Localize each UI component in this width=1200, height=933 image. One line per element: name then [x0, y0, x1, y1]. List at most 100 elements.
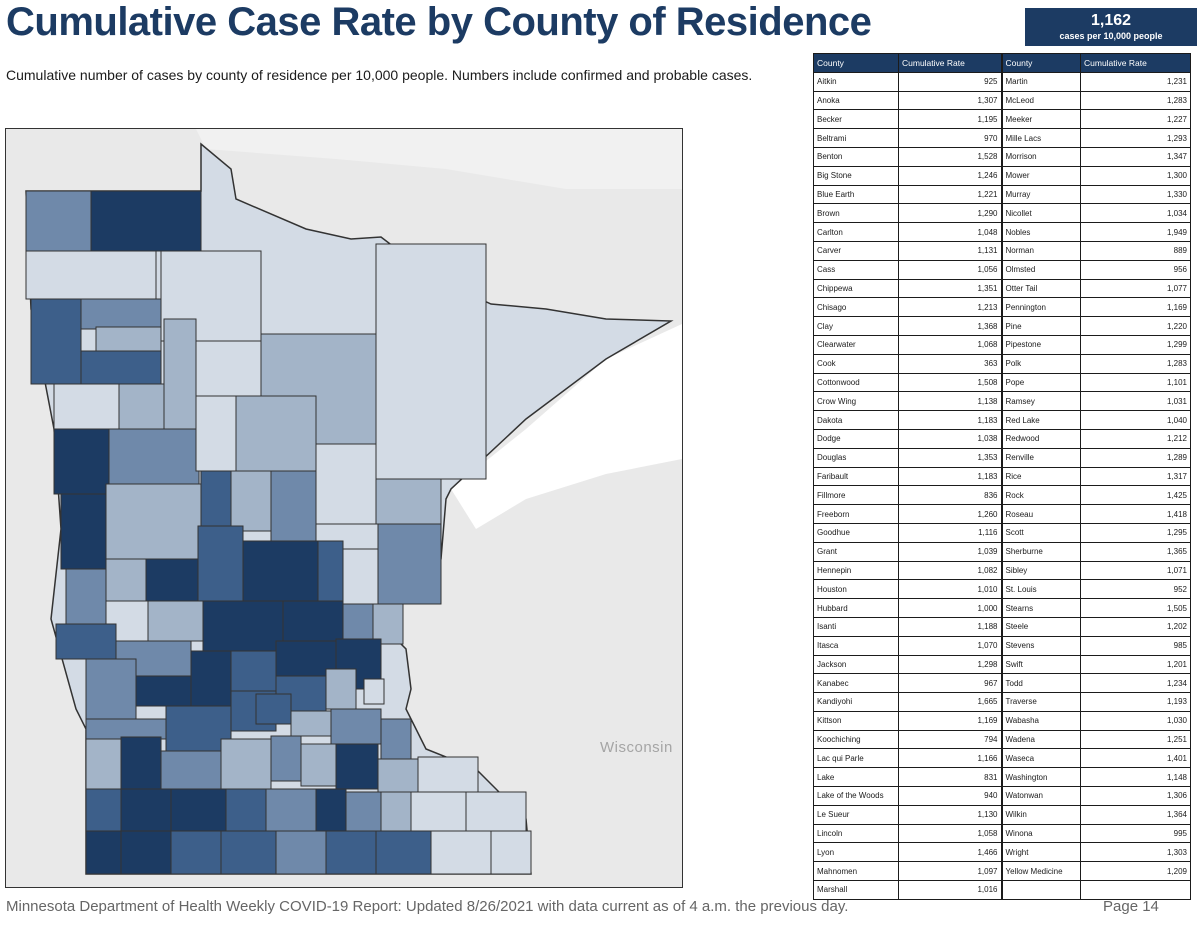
county-rate: 1,213	[898, 297, 1002, 318]
county-name: Ramsey	[1000, 391, 1081, 412]
table-row: Koochiching 794 Wadena 1,251	[813, 729, 1191, 750]
county-rate: 1,193	[1080, 692, 1191, 712]
county-name: Lyon	[813, 842, 899, 863]
county-name: Carver	[813, 240, 899, 261]
table-row: Beltrami 970 Mille Lacs 1,293	[813, 128, 1191, 148]
county-name: Pope	[1000, 372, 1081, 393]
table-body: Aitkin 925 Martin 1,231 Anoka 1,307 McLeod 1,28…	[813, 71, 1191, 900]
county-name: Washington	[1000, 767, 1081, 788]
table-row: Cook 363 Polk 1,283	[813, 353, 1191, 374]
county-rate: 1,368	[898, 316, 1002, 336]
county-rate: 1,071	[1080, 560, 1191, 581]
county-rate: 1,000	[898, 598, 1002, 618]
county-rate: 363	[898, 353, 1002, 374]
county-rate: 1,466	[898, 842, 1002, 863]
table-row: Lake of the Woods 940 Watonwan 1,306	[813, 786, 1191, 806]
page-title: Cumulative Case Rate by County of Reside…	[6, 0, 872, 44]
county-name: Hubbard	[813, 598, 899, 618]
county-rate: 1,303	[1080, 842, 1191, 863]
county-rate: 1,290	[898, 203, 1002, 224]
county-rate: 1,010	[898, 579, 1002, 600]
county-name: Faribault	[813, 466, 899, 487]
county-name: Cass	[813, 259, 899, 280]
county-name: Freeborn	[813, 504, 899, 524]
county-name: Sibley	[1000, 560, 1081, 581]
county-rate: 1,016	[898, 880, 1002, 900]
county-rate: 794	[898, 729, 1002, 750]
table-row: Fillmore 836 Rock 1,425	[813, 485, 1191, 506]
statewide-rate-caption: cases per 10,000 people	[1059, 31, 1163, 41]
county-rate: 1,183	[898, 410, 1002, 430]
county-name: Douglas	[813, 447, 899, 468]
county-name: Lake	[813, 767, 899, 788]
county-rate: 1,166	[898, 748, 1002, 769]
county-rate: 1,418	[1080, 504, 1191, 524]
county-name: Wilkin	[1000, 804, 1081, 825]
county-rate: 1,283	[1080, 90, 1191, 111]
county-name: Swift	[1000, 654, 1081, 675]
county-name: Isanti	[813, 616, 899, 637]
county-rate: 1,068	[898, 334, 1002, 355]
county-name: Watonwan	[1000, 786, 1081, 806]
county-rate: 1,298	[898, 654, 1002, 675]
county-rate: 1,528	[898, 146, 1002, 167]
county-rate: 1,034	[1080, 203, 1191, 224]
map-description: Cumulative number of cases by county of …	[6, 67, 753, 83]
county-name: Olmsted	[1000, 259, 1081, 280]
table-row: Lyon 1,466 Wright 1,303	[813, 842, 1191, 863]
county-name	[1000, 880, 1081, 900]
county-rate: 1,401	[1080, 748, 1191, 769]
county-rate: 1,097	[898, 861, 1002, 882]
county-name: Crow Wing	[813, 391, 899, 412]
table-row: Big Stone 1,246 Mower 1,300	[813, 165, 1191, 186]
table-row: Carlton 1,048 Nobles 1,949	[813, 222, 1191, 242]
county-rate: 1,425	[1080, 485, 1191, 506]
table-row: Kandiyohi 1,665 Traverse 1,193	[813, 692, 1191, 712]
county-rate: 1,040	[1080, 410, 1191, 430]
county-name: Winona	[1000, 823, 1081, 844]
county-rate: 1,246	[898, 165, 1002, 186]
county-choropleth-map[interactable]: Wisconsin	[5, 128, 683, 888]
county-rate: 1,169	[1080, 297, 1191, 318]
county-rate: 1,508	[898, 372, 1002, 393]
county-rate: 1,188	[898, 616, 1002, 637]
county-name: Otter Tail	[1000, 278, 1081, 299]
county-name: Polk	[1000, 353, 1081, 374]
county-name: Grant	[813, 541, 899, 562]
county-name: Stevens	[1000, 635, 1081, 656]
county-rate: 1,130	[898, 804, 1002, 825]
county-name: Mahnomen	[813, 861, 899, 882]
county-name: St. Louis	[1000, 579, 1081, 600]
county-name: Pipestone	[1000, 334, 1081, 355]
county-rate: 1,220	[1080, 316, 1191, 336]
county-rate: 1,169	[898, 710, 1002, 731]
table-row: Hubbard 1,000 Stearns 1,505	[813, 598, 1191, 618]
county-rate: 1,116	[898, 522, 1002, 543]
county-rate: 1,082	[898, 560, 1002, 581]
table-row: Benton 1,528 Morrison 1,347	[813, 146, 1191, 167]
county-name: Fillmore	[813, 485, 899, 506]
county-rate: 1,330	[1080, 184, 1191, 205]
table-row: Freeborn 1,260 Roseau 1,418	[813, 504, 1191, 524]
county-rate: 985	[1080, 635, 1191, 656]
county-rate: 1,056	[898, 259, 1002, 280]
county-shapes[interactable]	[25, 190, 532, 875]
table-row: Chippewa 1,351 Otter Tail 1,077	[813, 278, 1191, 299]
county-rate: 970	[898, 128, 1002, 148]
county-rate: 1,148	[1080, 767, 1191, 788]
county-name: Houston	[813, 579, 899, 600]
county-name: Itasca	[813, 635, 899, 656]
county-name: Chisago	[813, 297, 899, 318]
county-rate: 925	[898, 71, 1002, 92]
table-row: Chisago 1,213 Pennington 1,169	[813, 297, 1191, 318]
county-rate: 1,209	[1080, 861, 1191, 882]
county-rate: 1,183	[898, 466, 1002, 487]
county-name: Becker	[813, 109, 899, 130]
table-row: Brown 1,290 Nicollet 1,034	[813, 203, 1191, 224]
county-name: Marshall	[813, 880, 899, 900]
county-name: Kandiyohi	[813, 692, 899, 712]
table-row: Lincoln 1,058 Winona 995	[813, 823, 1191, 844]
county-name: Mower	[1000, 165, 1081, 186]
county-rate: 1,212	[1080, 428, 1191, 449]
county-name: Red Lake	[1000, 410, 1081, 430]
